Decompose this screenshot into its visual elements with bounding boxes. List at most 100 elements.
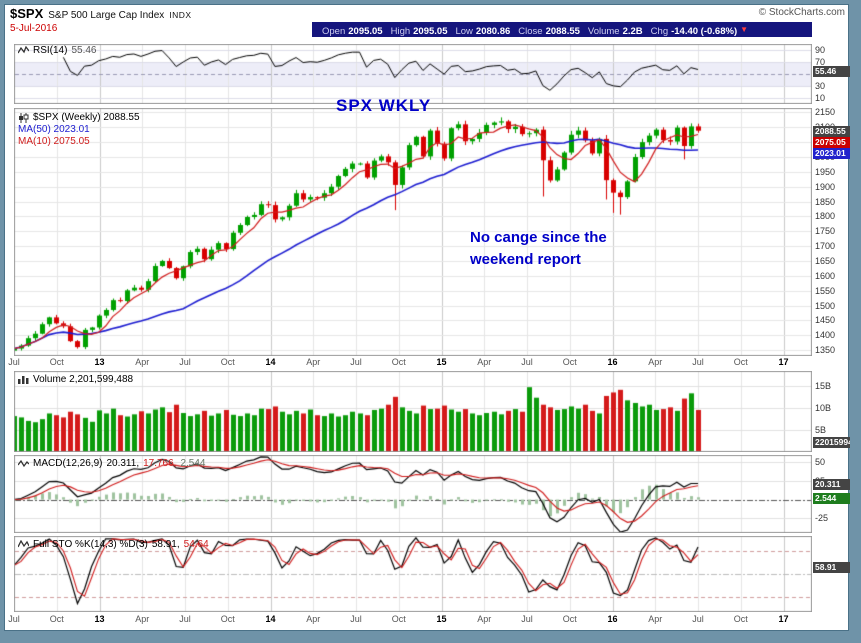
x-axis-tick: 15 (436, 614, 447, 624)
x-axis-tick: 14 (265, 357, 276, 367)
y-axis-tick: -25 (815, 513, 829, 524)
y-axis-tick: 10 (815, 93, 826, 103)
sto-panel-canvas (14, 536, 812, 612)
x-axis-tick: Oct (220, 357, 235, 367)
y-axis-tick: 1500 (815, 300, 836, 311)
x-axis-tick: Oct (562, 357, 577, 367)
y-axis-tick: 5B (815, 425, 827, 436)
x-axis-tick: 16 (607, 614, 618, 624)
last-value-box: 55.46 (813, 65, 850, 77)
x-axis-tick: Jul (179, 614, 191, 624)
x-axis-tick: Jul (179, 357, 191, 367)
macd-line-icon (18, 459, 29, 468)
y-axis-tick: 30 (815, 81, 826, 91)
x-axis-tick: 13 (94, 357, 105, 367)
x-axis-tick: Oct (49, 614, 64, 624)
x-axis-tick: Oct (733, 357, 748, 367)
quote-close: Close 2088.55 (518, 25, 580, 37)
x-axis-tick: 13 (94, 614, 105, 624)
price-legend-ma10: MA(10) 2075.05 (18, 136, 90, 147)
copyright: © StockCharts.com (758, 7, 845, 18)
x-axis-tick: Apr (648, 357, 663, 367)
x-axis-tick: Jul (350, 614, 362, 624)
x-axis-tick: Oct (733, 614, 748, 624)
x-axis-tick: Jul (8, 614, 20, 624)
x-axis-tick: Jul (692, 357, 704, 367)
macd-panel-label: MACD(12,26,9) 20.311, 17.766, 2.544 (18, 458, 206, 469)
y-axis-tick: 1450 (815, 315, 836, 326)
x-axis-tick: Jul (8, 357, 20, 367)
x-axis-tick: 17 (778, 614, 789, 624)
y-axis-tick: 1400 (815, 330, 836, 341)
y-axis-tick: 1800 (815, 211, 836, 222)
sto-line-icon (18, 540, 29, 548)
x-axis-tick: 14 (265, 614, 276, 624)
x-axis-tick: 15 (436, 357, 447, 367)
y-axis-tick: 1350 (815, 345, 836, 356)
rsi-panel-canvas (14, 44, 812, 104)
index-name-label: S&P 500 Large Cap Index (48, 10, 165, 21)
last-value-box: 2075.05 (813, 136, 850, 148)
y-axis-tick: 1900 (815, 181, 836, 192)
rsi-panel-label: RSI(14) 55.46 (18, 45, 96, 56)
quote-high: High 2095.05 (390, 25, 448, 37)
volume-panel-canvas (14, 371, 812, 452)
last-value-box: 2201599488 (813, 437, 850, 449)
candlestick-icon (19, 112, 29, 123)
x-axis-tick: Oct (562, 614, 577, 624)
x-axis-tick: Jul (521, 357, 533, 367)
x-axis-tick: Apr (648, 614, 663, 624)
x-axis-tick: 17 (778, 357, 789, 367)
y-axis-tick: 1650 (815, 255, 836, 266)
price-legend-symbol: $SPX (Weekly) 2088.55 (18, 112, 140, 123)
price-legend-ma50: MA(50) 2023.01 (18, 124, 90, 135)
last-value-box: 20.311 (813, 479, 850, 491)
last-value-box: 2023.01 (813, 147, 850, 159)
x-axis-tick: Oct (49, 357, 64, 367)
volume-bars-icon (18, 376, 29, 384)
x-axis-tick: Apr (135, 357, 150, 367)
last-value-box: 58.91 (813, 562, 850, 574)
header: $SPX S&P 500 Large Cap Index INDX (10, 6, 192, 21)
last-value-box: 2088.55 (813, 125, 850, 137)
x-axis-tick: Oct (220, 614, 235, 624)
y-axis-tick: 1750 (815, 226, 836, 237)
y-axis-tick: 10B (815, 403, 832, 414)
y-axis-tick: 1700 (815, 241, 836, 252)
y-axis-tick: 1550 (815, 285, 836, 296)
x-axis-tick: Jul (692, 614, 704, 624)
symbol-label: $SPX (10, 6, 44, 21)
x-axis-tick: Apr (135, 614, 150, 624)
rsi-line-icon (18, 46, 29, 54)
quote-change: Chg -14.40 (-0.68%) (650, 25, 738, 37)
y-axis-tick: 1600 (815, 270, 836, 281)
quote-volume: Volume 2.2B (587, 25, 643, 37)
y-axis-tick: 70 (815, 57, 826, 67)
change-down-arrow-icon: ▼ (740, 25, 749, 34)
x-axis-top: Jul Oct 13 Apr Jul Oct 14 Apr Jul Oct 15 Apr Jul Oct 1… (0, 357, 861, 369)
annotation-spx-wkly: SPX WKLY (336, 96, 432, 115)
y-axis-tick: 90 (815, 45, 826, 55)
y-axis-tick: 15B (815, 381, 832, 392)
x-axis-tick: 16 (607, 357, 618, 367)
annotation-note: No cange since the weekend report (470, 229, 607, 268)
y-axis-tick: 1850 (815, 196, 836, 207)
y-axis-tick: 2150 (815, 107, 836, 118)
x-axis-tick: Apr (477, 357, 492, 367)
y-axis-tick: 1950 (815, 166, 836, 177)
x-axis-tick: Apr (306, 357, 321, 367)
exchange-label: INDX (169, 10, 192, 20)
y-axis-tick: 50 (815, 457, 826, 468)
quote-bar: Open 2095.05 High 2095.05 Low 2080.86 Close… (312, 22, 812, 37)
price-panel-canvas (14, 108, 812, 356)
quote-open: Open 2095.05 (322, 25, 383, 37)
x-axis-tick: Apr (477, 614, 492, 624)
macd-panel-canvas (14, 455, 812, 533)
chart-date: 5-Jul-2016 (10, 23, 58, 34)
x-axis-tick: Oct (391, 614, 406, 624)
sto-panel-label: Full STO %K(14,3) %D(3) 58.91, 54.64 (18, 539, 209, 550)
volume-panel-label: Volume 2,201,599,488 (18, 374, 133, 385)
quote-low: Low 2080.86 (455, 25, 511, 37)
last-value-box: 2.544 (813, 492, 850, 504)
x-axis-tick: Oct (391, 357, 406, 367)
